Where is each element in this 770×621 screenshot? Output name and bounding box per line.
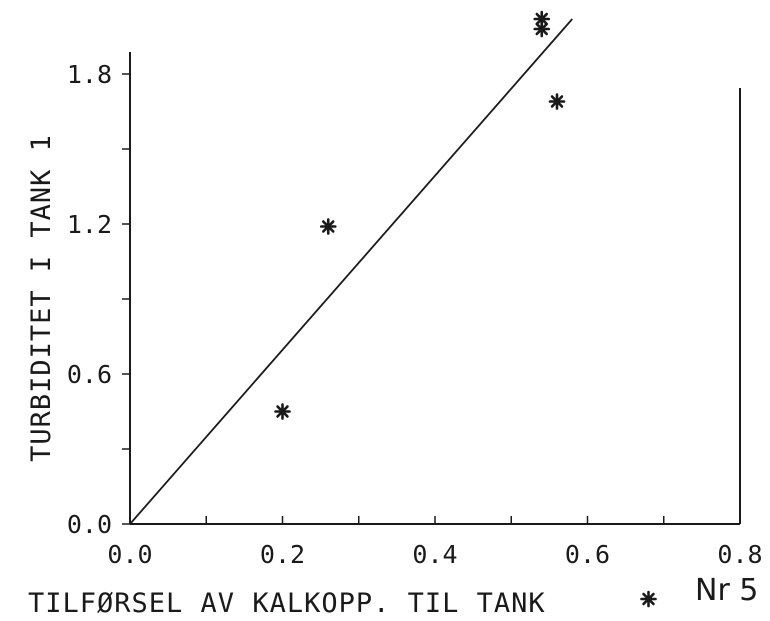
star-marker-core <box>538 25 545 33</box>
page-number-note: Nr 5 <box>695 573 758 608</box>
x-tick-label: 0.8 <box>717 540 762 569</box>
points <box>274 10 657 608</box>
star-marker-core <box>553 98 561 105</box>
y-tick-label: 0.6 <box>67 360 112 389</box>
y-axis-title: TURBIDITET I TANK 1 <box>26 134 57 462</box>
data-point <box>640 590 657 608</box>
data-point <box>533 10 551 28</box>
x-axis-title: TILFØRSEL AV KALKOPP. TIL TANK <box>28 588 546 619</box>
x-tick-label: 0.2 <box>260 540 305 569</box>
fit-line <box>129 18 573 525</box>
star-marker-core <box>538 15 545 23</box>
ticks: 0.0 0.2 0.4 0.6 0.8 0.0 0.6 1.2 1.8 <box>67 60 763 569</box>
star-marker-core <box>325 223 332 230</box>
data-point <box>274 403 291 420</box>
fit-line-group <box>129 18 573 525</box>
y-tick-label: 1.8 <box>67 60 112 89</box>
data-point <box>319 218 337 235</box>
y-tick-label: 0.0 <box>67 510 112 539</box>
star-marker-core <box>645 595 652 603</box>
x-tick-label: 0.4 <box>412 540 457 569</box>
data-point <box>548 93 566 110</box>
axes <box>129 52 741 525</box>
x-tick-label: 0.6 <box>565 540 610 569</box>
data-point <box>533 20 551 38</box>
star-marker-core <box>279 408 286 415</box>
x-tick-label: 0.0 <box>107 540 152 569</box>
y-tick-label: 1.2 <box>67 210 112 239</box>
